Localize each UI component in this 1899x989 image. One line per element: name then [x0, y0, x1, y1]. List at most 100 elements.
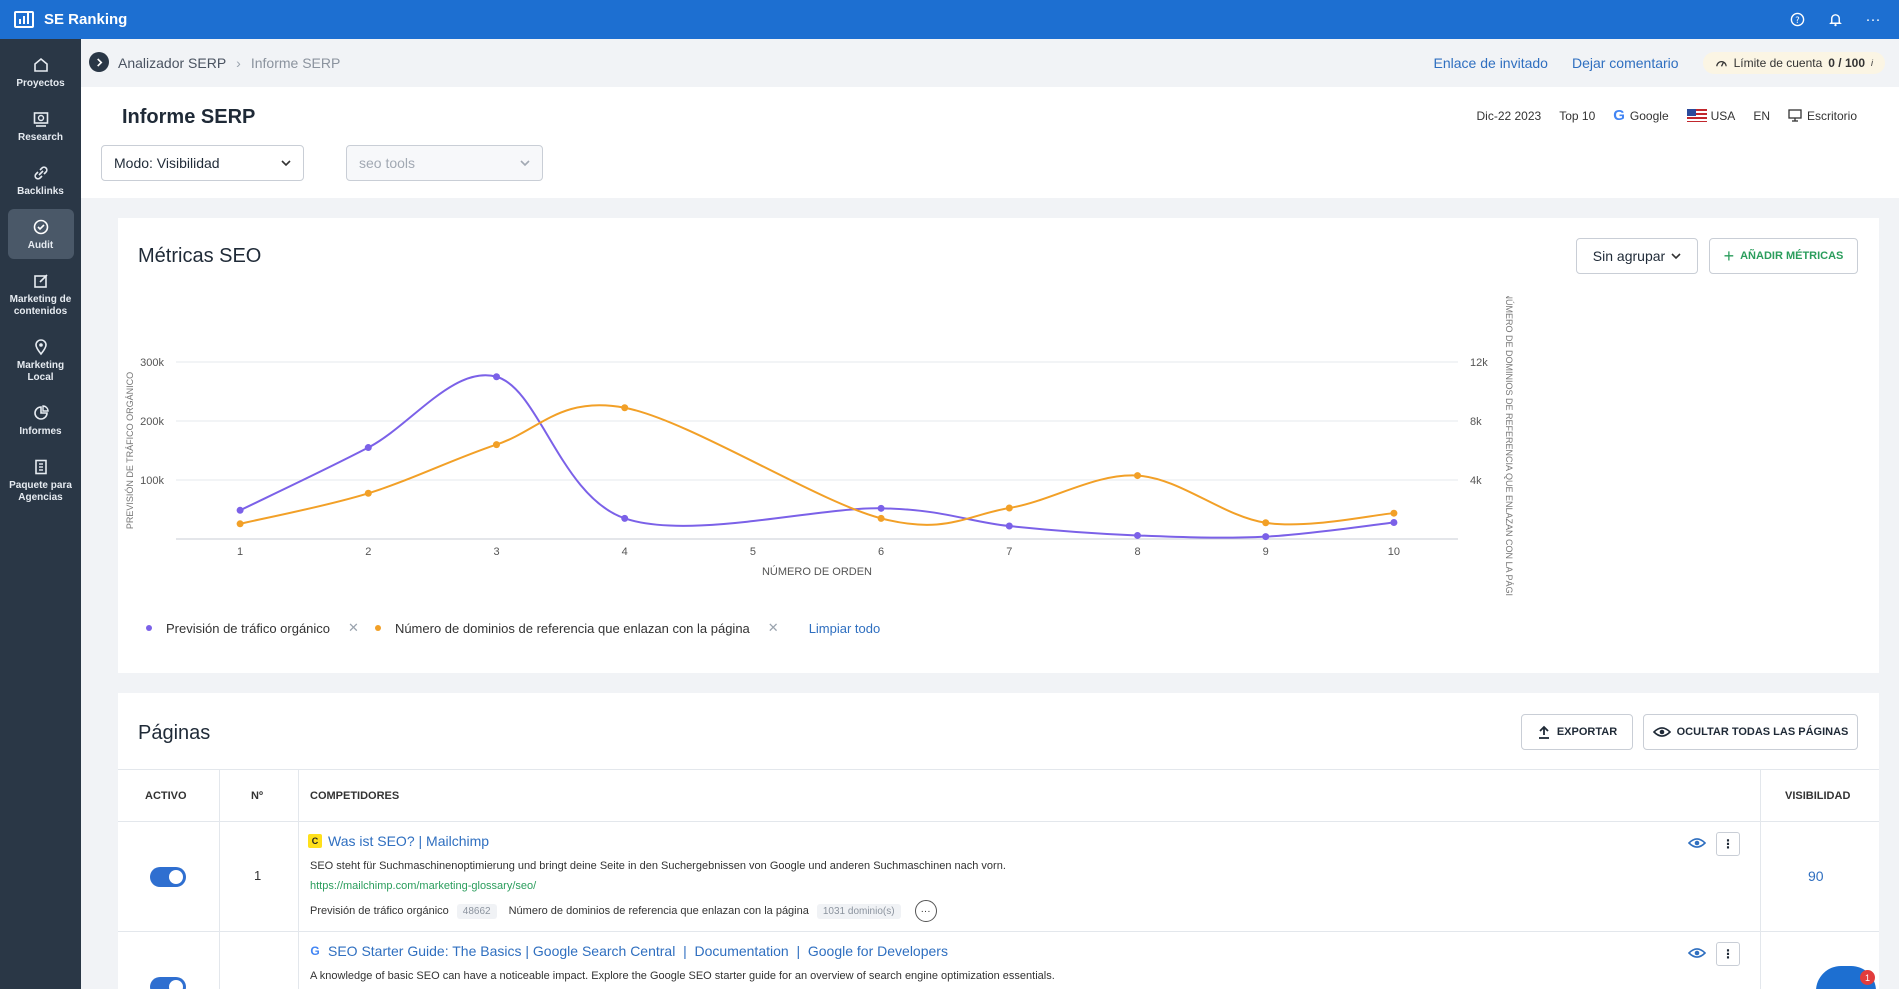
- home-icon: [33, 57, 48, 72]
- hide-all-pages-button[interactable]: OCULTAR TODAS LAS PÁGINAS: [1643, 714, 1858, 750]
- eye-icon[interactable]: [1687, 946, 1707, 962]
- metric-traffic-label: Previsión de tráfico orgánico: [310, 905, 449, 917]
- row-menu-button[interactable]: ⋮: [1716, 832, 1740, 856]
- y-right-axis-label: NÚMERO DE DOMINIOS DE REFERENCIA QUE ENL…: [1504, 296, 1514, 596]
- hide-all-pages-label: OCULTAR TODAS LAS PÁGINAS: [1676, 726, 1849, 738]
- chevron-down-icon: [281, 159, 291, 166]
- sidebar-item-label: Research: [17, 132, 64, 143]
- data-point-1: [877, 514, 885, 522]
- report-country: USA: [1710, 108, 1736, 123]
- clear-all-link[interactable]: Limpiar todo: [808, 620, 881, 636]
- data-point-0: [493, 373, 500, 381]
- legend-marker-domains: [374, 625, 381, 631]
- sidebar-item-backlinks[interactable]: Backlinks: [8, 155, 74, 205]
- data-point-1: [1390, 509, 1398, 517]
- chart-area: 100k 200k 300k 4k 8k 12k 1 2 3 4 5 6 7 8 9 10 NÚMERO DE …: [118, 292, 1879, 673]
- group-select[interactable]: Sin agrupar: [1576, 238, 1698, 274]
- competitor-title-link[interactable]: G SEO Starter Guide: The Basics | Google…: [308, 943, 948, 959]
- x-tick-label: 9: [1263, 546, 1269, 558]
- limit-value: 0 / 100: [1828, 56, 1865, 70]
- more-metrics-button[interactable]: ···: [914, 900, 937, 922]
- app-name: SE Ranking: [44, 11, 128, 28]
- metric-traffic-value: 48662: [456, 903, 497, 919]
- visibility-value: 90: [1808, 868, 1824, 884]
- help-icon[interactable]: ?: [1789, 12, 1805, 28]
- gauge-icon: [1715, 60, 1727, 67]
- data-point-1: [621, 404, 629, 412]
- metrics-title: Métricas SEO: [138, 245, 262, 267]
- add-metrics-button[interactable]: + AÑADIR MÉTRICAS: [1709, 238, 1858, 274]
- desktop-icon: [1788, 109, 1802, 122]
- metric-domains-value: 1031 dominio(s): [816, 903, 901, 919]
- remove-traffic-icon[interactable]: ✕: [348, 620, 359, 635]
- data-point-1: [236, 520, 244, 528]
- sidebar-item-paquete-agencias[interactable]: Paquete para Agencias: [8, 449, 74, 511]
- data-point-0: [621, 514, 629, 522]
- x-axis-label: NÚMERO DE ORDEN: [762, 565, 872, 578]
- sidebar-item-marketing-contenidos[interactable]: Marketing de contenidos: [8, 263, 74, 325]
- sidebar-item-label: Proyectos: [16, 78, 65, 89]
- eye-icon[interactable]: [1687, 836, 1707, 852]
- breadcrumb-parent[interactable]: Analizador SERP: [118, 55, 227, 71]
- chart-legend: Previsión de tráfico orgánico ✕ Número d…: [146, 620, 880, 636]
- limit-label: Límite de cuenta: [1733, 56, 1823, 70]
- column-divider: [219, 769, 220, 989]
- sidebar-item-audit[interactable]: Audit: [7, 209, 74, 259]
- export-button[interactable]: EXPORTAR: [1521, 714, 1633, 750]
- row-menu-button[interactable]: ⋮: [1716, 942, 1740, 966]
- data-point-0: [364, 444, 372, 452]
- report-engine: Google: [1629, 108, 1669, 123]
- x-tick-label: 1: [237, 546, 243, 558]
- competitor-url[interactable]: https://mailchimp.com/marketing-glossary…: [310, 880, 537, 892]
- legend-item-traffic: Previsión de tráfico orgánico: [166, 620, 331, 636]
- sidebar-item-research[interactable]: Research: [8, 101, 74, 151]
- series-line-0: [239, 374, 1395, 539]
- google-icon: G: [1613, 107, 1625, 124]
- y-right-tick-label: 12k: [1470, 357, 1488, 369]
- column-header-competitors: COMPETIDORES: [310, 790, 400, 802]
- remove-domains-icon[interactable]: ✕: [767, 620, 779, 635]
- mode-select[interactable]: Modo: Visibilidad: [101, 145, 304, 181]
- limit-info-icon[interactable]: i: [1871, 58, 1873, 68]
- competitor-title: Was ist SEO? | Mailchimp: [328, 833, 490, 849]
- leave-comment-link[interactable]: Dejar comentario: [1571, 55, 1679, 71]
- active-toggle[interactable]: [150, 867, 186, 887]
- seo-metrics-card: Métricas SEO Sin agrupar + AÑADIR MÉTRIC…: [118, 218, 1879, 673]
- active-toggle[interactable]: [150, 977, 186, 989]
- sidebar-toggle-button[interactable]: [89, 52, 109, 72]
- metric-domains-label: Número de dominios de referencia que enl…: [508, 905, 809, 917]
- google-favicon-icon: G: [308, 944, 322, 958]
- mailchimp-favicon-icon: C: [308, 834, 322, 848]
- x-tick-label: 5: [750, 546, 756, 558]
- report-language: EN: [1753, 108, 1770, 123]
- research-icon: [33, 112, 48, 127]
- app-logo[interactable]: SE Ranking: [14, 11, 127, 28]
- column-header-visibility: VISIBILIDAD: [1785, 790, 1851, 802]
- report-device: Escritorio: [1806, 108, 1857, 123]
- building-icon: [34, 459, 47, 475]
- group-select-value: Sin agrupar: [1592, 248, 1666, 264]
- breadcrumb: Analizador SERP › Informe SERP: [118, 55, 340, 71]
- keyword-select[interactable]: seo tools: [346, 145, 543, 181]
- sidebar-item-proyectos[interactable]: Proyectos: [8, 47, 74, 97]
- competitor-title-link[interactable]: C Was ist SEO? | Mailchimp: [308, 833, 489, 849]
- sidebar-item-label: Audit: [27, 240, 54, 251]
- guest-link[interactable]: Enlace de invitado: [1433, 55, 1548, 71]
- check-circle-icon: [33, 219, 48, 235]
- y-left-tick-label: 300k: [140, 357, 164, 369]
- account-limit-badge[interactable]: Límite de cuenta 0 / 100 i: [1702, 52, 1885, 74]
- data-point-1: [364, 489, 372, 497]
- table-row: G SEO Starter Guide: The Basics | Google…: [118, 932, 1879, 989]
- bell-icon[interactable]: [1827, 12, 1843, 28]
- breadcrumb-current: Informe SERP: [250, 55, 341, 71]
- top-bar: SE Ranking ? ···: [0, 0, 1899, 39]
- x-tick-label: 4: [622, 546, 628, 558]
- data-point-0: [1390, 518, 1398, 526]
- legend-marker-traffic: [146, 625, 152, 631]
- more-icon[interactable]: ···: [1865, 11, 1881, 28]
- sidebar-item-informes[interactable]: Informes: [8, 395, 74, 445]
- column-header-active: ACTIVO: [145, 790, 187, 802]
- eye-icon: [1652, 727, 1671, 737]
- sidebar-item-marketing-local[interactable]: Marketing Local: [8, 329, 74, 391]
- upload-icon: [1538, 725, 1549, 739]
